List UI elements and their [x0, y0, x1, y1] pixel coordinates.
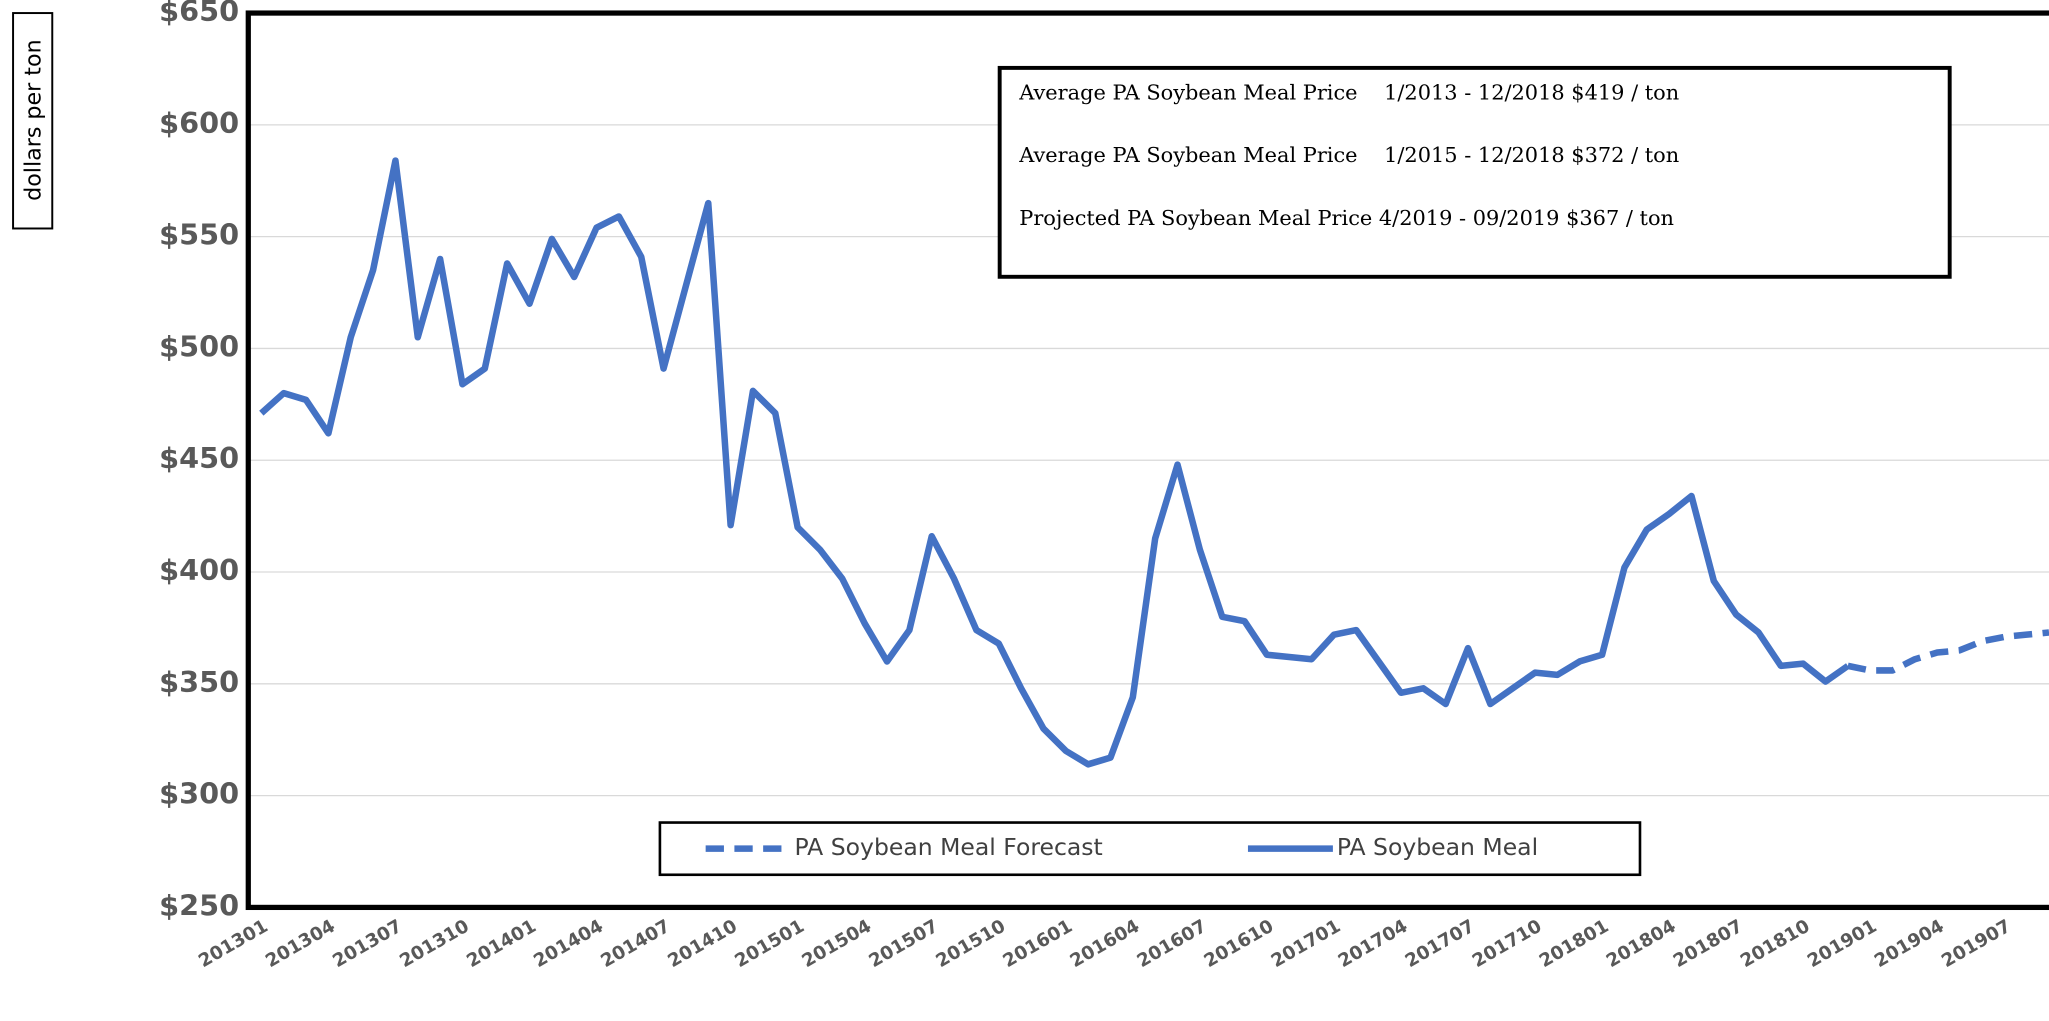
x-tick-label: 201510 [933, 916, 1010, 972]
lines [259, 157, 2049, 768]
x-tick-label: 201807 [1670, 916, 1747, 972]
y-tick-label: $450 [159, 441, 239, 475]
x-tick-label: 201601 [1000, 916, 1077, 972]
annotation: Average PA Soybean Meal Price 1/2015 - 1… [1018, 143, 1679, 167]
x-tick-label: 201904 [1871, 916, 1948, 972]
ylabel-box [12, 12, 54, 230]
x-tick-label: 201410 [664, 916, 741, 972]
y-tick-label: $400 [159, 553, 239, 587]
x-tick-label: 201701 [1268, 916, 1345, 972]
x-tick-label: 201507 [865, 916, 942, 972]
x-tick-label: 201610 [1201, 916, 1278, 972]
y-tick-label: $300 [159, 777, 239, 811]
line-series [259, 157, 1850, 768]
legend: PA Soybean Meal Forecast PA Soybean Meal [658, 821, 1642, 877]
y-axis-label: dollars per ton [20, 39, 46, 201]
x-tick-label: 201404 [530, 916, 607, 972]
x-tick-label: 201301 [195, 916, 272, 972]
x-tick-label: 201501 [731, 916, 808, 972]
x-tick-label: 201901 [1804, 916, 1881, 972]
x-tick-label: 201401 [463, 916, 540, 972]
x-tick-label: 201804 [1603, 916, 1680, 972]
y-tick-label: $600 [159, 106, 239, 140]
legend-label: PA Soybean Meal [1337, 833, 1538, 861]
x-tick-label: 201801 [1536, 916, 1613, 972]
x-tick-label: 201707 [1402, 916, 1479, 972]
annotation: Average PA Soybean Meal Price 1/2013 - 1… [1018, 81, 1679, 105]
x-tick-label: 201710 [1469, 916, 1546, 972]
x-tick-label: 201607 [1134, 916, 1211, 972]
x-tick-label: 201407 [597, 916, 674, 972]
x-tick-label: 201304 [262, 916, 339, 972]
line-series [1847, 629, 2049, 674]
y-tick-label: $250 [159, 888, 239, 922]
plot-frame [245, 10, 2049, 911]
x-tick-label: 201810 [1737, 916, 1814, 972]
legend-label: PA Soybean Meal Forecast [795, 833, 1103, 861]
annotation-box [997, 65, 1952, 279]
y-tick-label: $650 [159, 0, 239, 28]
y-tick-label: $550 [159, 218, 239, 252]
y-tick-label: $500 [159, 329, 239, 363]
y-tick-label: $350 [159, 665, 239, 699]
x-tick-label: 201504 [798, 916, 875, 972]
annotation: Projected PA Soybean Meal Price 4/2019 -… [1019, 206, 1674, 230]
x-tick-label: 201307 [329, 916, 406, 972]
x-tick-label: 201704 [1335, 916, 1412, 972]
legend-box [658, 821, 1642, 877]
x-tick-label: 201604 [1067, 916, 1144, 972]
x-tick-label: 201310 [396, 916, 473, 972]
x-tick-label: 201907 [1938, 916, 2015, 972]
